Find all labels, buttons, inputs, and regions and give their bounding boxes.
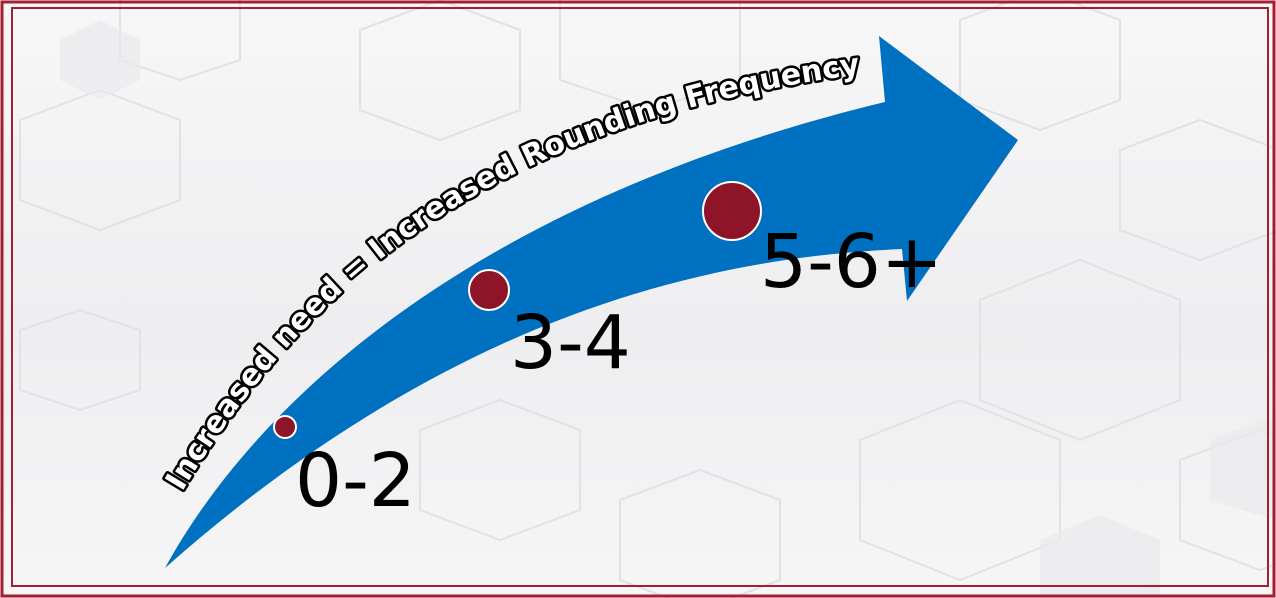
level-marker-medium xyxy=(469,270,509,310)
level-label-medium: 3-4 xyxy=(510,306,631,380)
level-label-low: 0-2 xyxy=(295,444,416,518)
level-marker-large xyxy=(703,182,761,240)
level-marker-small xyxy=(274,416,296,438)
level-label-high: 5-6+ xyxy=(760,225,943,299)
